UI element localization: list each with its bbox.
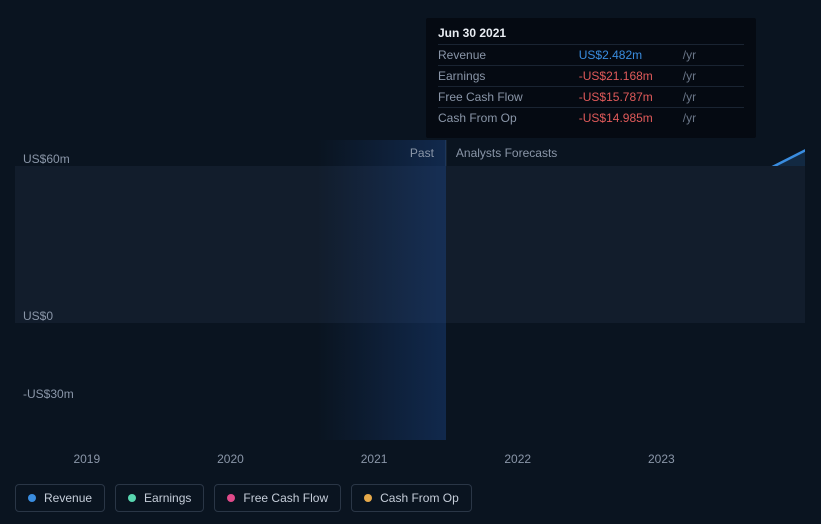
legend-item-label: Revenue (44, 491, 92, 505)
tooltip-row: RevenueUS$2.482m/yr (438, 45, 744, 66)
tooltip-row: Cash From Op-US$14.985m/yr (438, 108, 744, 129)
legend-item-fcf[interactable]: Free Cash Flow (214, 484, 341, 512)
tooltip-row: Earnings-US$21.168m/yr (438, 66, 744, 87)
legend: Revenue Earnings Free Cash Flow Cash From O… (15, 484, 472, 512)
tooltip-row-unit: /yr (683, 45, 744, 66)
tooltip-row-value: -US$15.787m (579, 87, 683, 108)
tooltip-rows: RevenueUS$2.482m/yrEarnings-US$21.168m/y… (438, 44, 744, 128)
tooltip-title: Jun 30 2021 (438, 26, 744, 44)
tooltip-row-label: Revenue (438, 45, 579, 66)
tooltip-row-value: -US$21.168m (579, 66, 683, 87)
y-axis-label: US$0 (23, 309, 53, 323)
tooltip-row-label: Cash From Op (438, 108, 579, 129)
legend-dot-icon (28, 494, 36, 502)
legend-item-label: Earnings (144, 491, 191, 505)
tooltip-row-unit: /yr (683, 66, 744, 87)
forecast-label: Analysts Forecasts (456, 146, 557, 160)
highlight-band (317, 140, 446, 440)
tooltip-row-label: Earnings (438, 66, 579, 87)
x-axis-ticks: 2019 2020 2021 2022 2023 (15, 450, 805, 470)
tooltip-row-value: -US$14.985m (579, 108, 683, 129)
x-axis-tick: 2019 (73, 452, 100, 466)
tooltip-row: Free Cash Flow-US$15.787m/yr (438, 87, 744, 108)
legend-dot-icon (364, 494, 372, 502)
x-axis-tick: 2022 (504, 452, 531, 466)
x-axis-tick: 2021 (361, 452, 388, 466)
tooltip-row-unit: /yr (683, 87, 744, 108)
tooltip-row-value: US$2.482m (579, 45, 683, 66)
legend-item-cfo[interactable]: Cash From Op (351, 484, 472, 512)
legend-dot-icon (128, 494, 136, 502)
y-axis-label: -US$30m (23, 387, 74, 401)
tooltip: Jun 30 2021 RevenueUS$2.482m/yrEarnings-… (426, 18, 756, 138)
tooltip-row-label: Free Cash Flow (438, 87, 579, 108)
legend-item-earnings[interactable]: Earnings (115, 484, 204, 512)
legend-item-revenue[interactable]: Revenue (15, 484, 105, 512)
legend-item-label: Free Cash Flow (243, 491, 328, 505)
legend-item-label: Cash From Op (380, 491, 459, 505)
x-axis-tick: 2023 (648, 452, 675, 466)
financials-chart: US$60m US$0 -US$30m Past Analysts Forecasts… (0, 0, 821, 524)
y-axis-label: US$60m (23, 152, 70, 166)
legend-dot-icon (227, 494, 235, 502)
tooltip-row-unit: /yr (683, 108, 744, 129)
past-label: Past (410, 146, 434, 160)
x-axis-tick: 2020 (217, 452, 244, 466)
